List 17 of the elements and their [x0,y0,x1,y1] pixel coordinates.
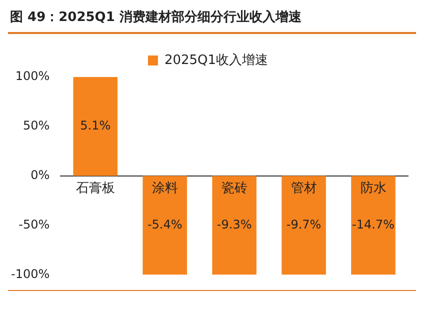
annotation: -14.7% [352,217,394,232]
y-tick-label: 50% [22,118,50,133]
y-tick-label: -100% [10,266,50,281]
annotation: -5.4% [147,217,182,232]
annotation: -9.7% [286,217,322,232]
annotation: -9.3% [216,217,252,232]
y-tick-label: 0% [30,168,50,182]
x-tick-label: 石膏板 [76,180,115,196]
legend-label: 2025Q1收入增速 [164,52,268,68]
x-tick-label: 防水 [360,180,386,196]
y-tick-label: -50% [18,217,50,232]
x-tick-label: 涂料 [152,180,178,196]
x-tick-label: 管材 [290,180,317,196]
annotation: 5.1% [80,118,111,133]
y-tick-label: 100% [15,69,50,84]
chart-title: 图 49：2025Q1 消费建材部分细分行业收入增速 [10,8,302,26]
x-tick-label: 瓷砖 [221,180,248,196]
